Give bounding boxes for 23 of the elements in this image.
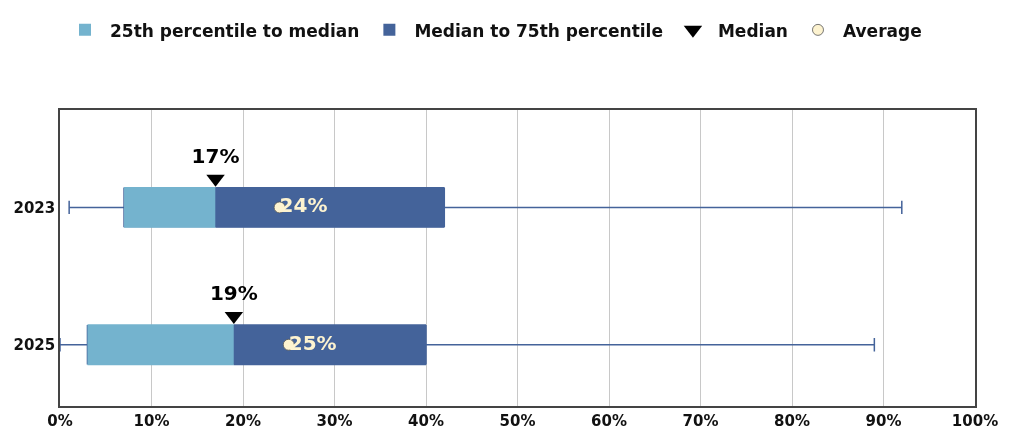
y-tick-label: 2023 [13, 198, 56, 217]
x-tick-label: 70% [682, 411, 719, 430]
y-tick-label: 2025 [13, 335, 56, 354]
legend-label: Median [717, 20, 788, 41]
x-tick-label: 90% [865, 411, 902, 430]
x-tick-label: 50% [499, 411, 536, 430]
x-tick-label: 0% [47, 411, 73, 430]
bar [87, 324, 234, 366]
x-tick-label: 80% [774, 411, 810, 430]
data-label: 17% [191, 143, 240, 168]
x-tick-label: 30% [316, 411, 353, 430]
x-tick-label: 60% [591, 411, 627, 430]
legend-label: Median to 75th percentile [414, 20, 663, 41]
data-label: 19% [209, 281, 258, 306]
data-label: 24% [279, 193, 328, 218]
legend-label: Average [842, 20, 922, 41]
x-tick-label: 10% [133, 411, 170, 430]
data-label: 25% [288, 330, 337, 355]
legend-label: 25th percentile to median [110, 20, 360, 41]
bar [124, 186, 216, 228]
x-tick-label: 40% [408, 411, 444, 430]
x-tick-label: 20% [225, 411, 261, 430]
x-tick-label: 100% [951, 411, 999, 430]
